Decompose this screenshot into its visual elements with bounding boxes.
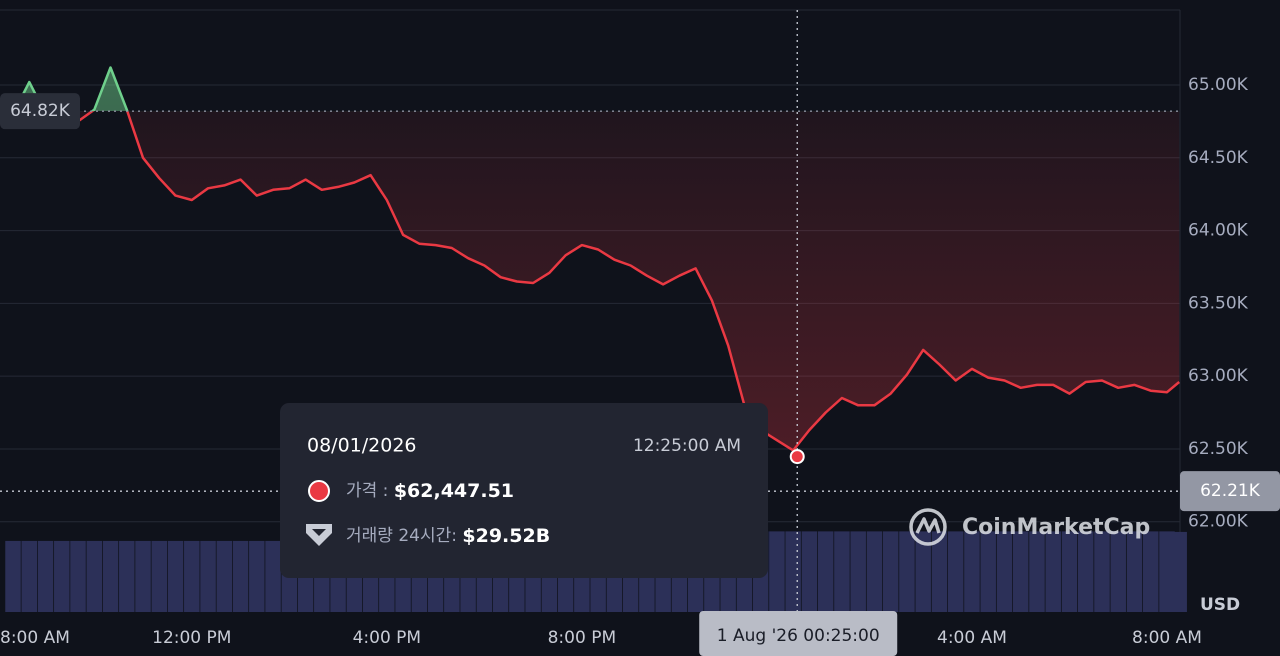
x-tick-label: 8:00 AM: [1132, 628, 1202, 648]
y-tick-label: 64.00K: [1188, 221, 1249, 241]
volume-bar: [102, 540, 119, 612]
tooltip-volume-label: 거래량 24시간:: [346, 526, 462, 546]
volume-bar: [785, 531, 801, 612]
volume-bar: [200, 540, 216, 612]
volume-bar: [1029, 531, 1045, 612]
volume-bar: [964, 531, 980, 612]
hover-marker: [789, 449, 805, 465]
y-tick-label: 64.50K: [1188, 148, 1249, 168]
crosshair-x-box: [699, 611, 898, 656]
volume-bar: [249, 540, 265, 612]
volume-bar: [850, 531, 866, 612]
volume-bar: [1061, 531, 1078, 612]
volume-bar: [151, 540, 168, 612]
volume-bar: [899, 531, 915, 612]
volume-bar: [86, 540, 103, 612]
volume-bar: [1094, 531, 1110, 612]
volume-bar: [1171, 531, 1187, 612]
reference-label-box: [0, 93, 80, 130]
volume-bar: [135, 540, 151, 612]
x-tick-label: 4:00 AM: [937, 628, 1007, 648]
volume-bar: [70, 540, 86, 612]
volume-bar: [996, 531, 1013, 612]
y-tick-label: 63.00K: [1188, 366, 1249, 386]
volume-bar: [119, 540, 135, 612]
tooltip-price-value: $62,447.51: [394, 480, 514, 502]
volume-bar: [947, 531, 964, 612]
volume-bar: [1159, 531, 1175, 612]
volume-bar: [5, 540, 21, 612]
area-down: [13, 111, 1180, 451]
watermark-logo-mark: [915, 517, 941, 534]
volume-bar: [184, 540, 200, 612]
y-tick-label: 63.50K: [1188, 293, 1249, 313]
crosshair-y-label: 62.21K: [1200, 481, 1261, 501]
watermark: CoinMarketCap: [909, 508, 1150, 546]
volume-bar: [1110, 531, 1126, 612]
y-unit: USD: [1200, 595, 1240, 615]
volume-bar: [817, 531, 834, 612]
tooltip-date: 08/01/2026: [307, 435, 417, 457]
volume-bar: [54, 540, 70, 612]
crosshair-y-box: [1180, 471, 1280, 512]
volume-bar: [216, 540, 233, 612]
volume-bar: [980, 531, 996, 612]
y-tick-label: 65.00K: [1188, 75, 1249, 95]
tooltip-price: 가격 : $62,447.51: [346, 480, 514, 502]
x-tick-label: 4:00 PM: [353, 628, 422, 648]
volume-bar: [1012, 531, 1029, 612]
volume-bar: [915, 531, 931, 612]
y-tick-label: 62.00K: [1188, 512, 1249, 532]
tooltip-box: [280, 403, 768, 578]
volume-bar: [1077, 531, 1094, 612]
price-line-down: [11, 111, 1180, 452]
x-tick-label: 8:00 PM: [548, 628, 617, 648]
volume-bar: [167, 540, 184, 612]
volume-bar: [769, 531, 785, 612]
watermark-text: CoinMarketCap: [962, 515, 1150, 540]
tooltip-price-dot: [308, 480, 330, 502]
tooltip-volume-icon-inner: [312, 529, 326, 536]
volume-bar: [232, 540, 249, 612]
volume-bar: [21, 540, 38, 612]
y-tick-label: 62.50K: [1188, 439, 1249, 459]
tooltip-volume: 거래량 24시간: $29.52B: [346, 525, 550, 547]
volume-bar: [882, 531, 899, 612]
volume-bar: [1045, 531, 1061, 612]
tooltip-time: 12:25:00 AM: [633, 436, 741, 456]
x-tick-label: 12:00 PM: [152, 628, 231, 648]
volume-bar: [1126, 531, 1143, 612]
x-tick-label: 8:00 AM: [0, 628, 70, 648]
volume-bar: [265, 540, 281, 612]
tooltip-price-label: 가격 :: [346, 481, 394, 501]
watermark-logo: [909, 508, 947, 546]
volume-bar: [1142, 531, 1159, 612]
crosshair-x-label: 1 Aug '26 00:25:00: [717, 626, 880, 646]
tooltip-volume-value: $29.52B: [462, 525, 550, 547]
reference-label: 64.82K: [10, 101, 71, 121]
volume-bar: [37, 540, 54, 612]
volume-bar: [834, 531, 850, 612]
volume-bar: [801, 531, 818, 612]
volume-bar: [866, 531, 883, 612]
volume-bar: [931, 531, 948, 612]
